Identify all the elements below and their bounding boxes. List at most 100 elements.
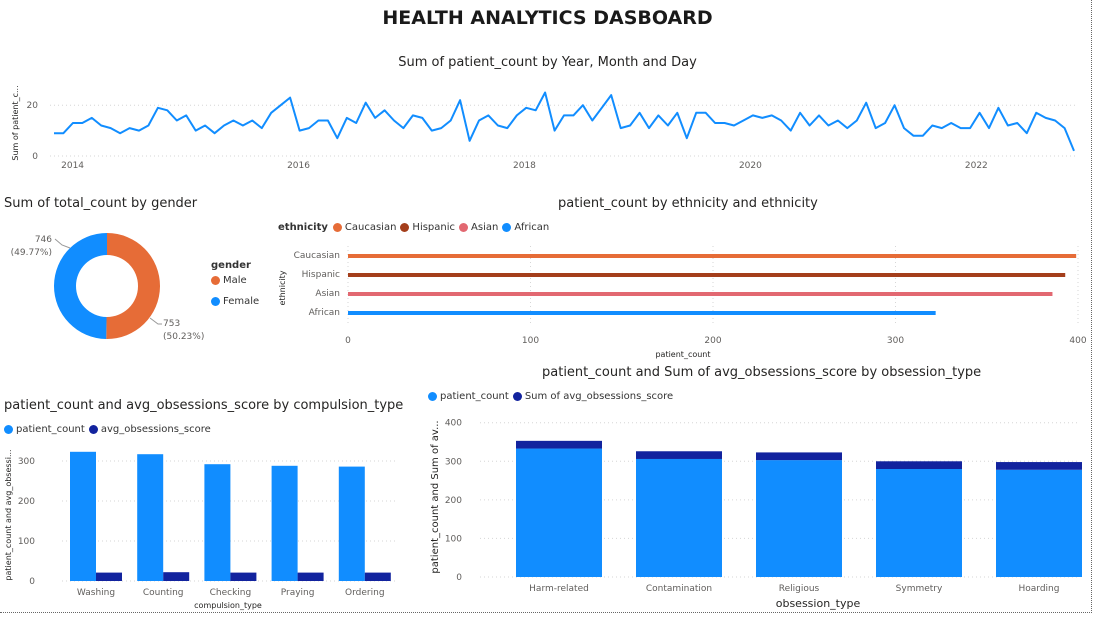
obsession-bar-sum-of-avg-obsessions-score	[636, 451, 722, 459]
male-label-leader	[149, 317, 162, 325]
compulsion-category-label: Praying	[281, 588, 315, 598]
female-pct-label: (49.77%)	[11, 248, 52, 258]
obsession-bar-patient-count	[516, 448, 602, 577]
patient-count-color-dot	[4, 425, 13, 434]
legend-item-avg-obsessions[interactable]: avg_obsessions_score	[88, 424, 211, 435]
obsession-bar-patient-count	[636, 458, 722, 577]
female-color-dot	[211, 297, 220, 306]
legend-item-hispanic[interactable]: Hispanic	[400, 222, 455, 233]
obsession-y-tick: 300	[445, 457, 462, 467]
compulsion-category-label: Washing	[77, 588, 115, 598]
compulsion-x-axis-label: compulsion_type	[194, 601, 262, 610]
ethnicity-bar-hispanic	[348, 273, 1066, 277]
avg-obsessions-color-dot	[88, 425, 98, 434]
obsession-y-tick: 200	[445, 496, 462, 506]
obsession-bar-patient-count	[876, 469, 962, 577]
ethnicity-x-tick: 200	[704, 336, 721, 346]
compulsion-bar-avg-obsessions-score	[163, 572, 190, 581]
timeline-series-line	[54, 91, 1075, 152]
ethnicity-x-tick: 100	[522, 336, 539, 346]
timeline-x-tick: 2018	[513, 161, 536, 171]
legend-item-female[interactable]: Female	[211, 296, 259, 307]
obsession-category-label: Hoarding	[1019, 584, 1060, 594]
legend-label-obs-sum-avg: Sum of avg_obsessions_score	[524, 391, 674, 402]
timeline-chart-title: Sum of patient_count by Year, Month and …	[398, 55, 697, 70]
gender-donut-chart[interactable]: 753 (50.23%) 746 (49.77%)	[0, 220, 270, 360]
legend-item-african[interactable]: African	[502, 222, 549, 233]
timeline-y-axis-label: Sum of patient_c...	[11, 85, 20, 160]
obsession-y-tick: 400	[445, 419, 462, 429]
timeline-x-tick: 2014	[61, 161, 84, 171]
obsession-y-axis-label: patient_count and Sum of av...	[430, 420, 441, 573]
legend-label-obs-patient-count: patient_count	[440, 391, 509, 402]
obs-sum-avg-color-dot	[512, 392, 522, 401]
legend-item-obs-patient-count[interactable]: patient_count	[428, 391, 509, 402]
compulsion-legend: patient_count avg_obsessions_score	[4, 424, 215, 435]
obsession-bar-sum-of-avg-obsessions-score	[996, 462, 1082, 470]
ethnicity-y-axis-label: ethnicity	[278, 270, 287, 305]
female-value-label: 746	[35, 235, 52, 245]
legend-label-avg-obsessions: avg_obsessions_score	[100, 424, 211, 435]
legend-item-male[interactable]: Male	[211, 275, 259, 286]
ethnicity-x-tick: 300	[887, 336, 904, 346]
compulsion-bar-avg-obsessions-score	[297, 572, 324, 581]
compulsion-y-tick: 200	[18, 497, 35, 507]
gender-chart-title: Sum of total_count by gender	[4, 196, 198, 211]
ethnicity-x-tick: 400	[1069, 336, 1086, 346]
obsession-category-label: Religious	[779, 584, 820, 594]
compulsion-y-tick: 0	[29, 577, 35, 587]
compulsion-bar-patient-count	[338, 466, 365, 581]
caucasian-color-dot	[332, 223, 342, 232]
compulsion-y-tick: 300	[18, 457, 35, 467]
legend-item-asian[interactable]: Asian	[459, 222, 498, 233]
ethnicity-x-tick: 0	[345, 336, 351, 346]
legend-label-female: Female	[223, 296, 260, 307]
compulsion-category-label: Checking	[210, 588, 252, 598]
compulsion-bar-patient-count	[271, 465, 298, 581]
compulsion-bar-chart[interactable]: 0 100 200 300 Washing Counting Checking Praying…	[0, 440, 420, 612]
compulsion-y-tick: 100	[18, 537, 35, 547]
timeline-chart[interactable]: 0 20 2014 2016 2018 2020 2022 Sum of patient_c.…	[0, 70, 1095, 178]
obsession-legend: patient_count Sum of avg_obsessions_scor…	[428, 391, 677, 402]
legend-item-caucasian[interactable]: Caucasian	[332, 222, 397, 233]
compulsion-bar-avg-obsessions-score	[96, 572, 122, 581]
compulsion-bar-avg-obsessions-score	[230, 572, 257, 581]
obsession-chart-title: patient_count and Sum of avg_obsessions_…	[542, 365, 982, 380]
legend-label-african: African	[514, 222, 550, 233]
donut-slice-female	[54, 233, 107, 339]
male-pct-label: (50.23%)	[163, 332, 204, 342]
female-label-leader	[54, 238, 71, 249]
legend-label-asian: Asian	[471, 222, 499, 233]
ethnicity-legend-title: ethnicity	[278, 222, 328, 233]
compulsion-bar-avg-obsessions-score	[364, 572, 391, 581]
obsession-bar-sum-of-avg-obsessions-score	[756, 452, 842, 461]
ethnicity-bar-african	[348, 311, 936, 315]
ethnicity-category-label: Caucasian	[294, 251, 340, 261]
obsession-y-tick: 100	[445, 534, 462, 544]
gender-legend-title: gender	[211, 260, 251, 271]
obsession-stacked-bar-chart[interactable]: 0 100 200 300 400 Harm-related Contamination Re…	[420, 405, 1092, 612]
compulsion-chart-title: patient_count and avg_obsessions_score b…	[4, 398, 404, 413]
timeline-x-tick: 2022	[965, 161, 988, 171]
obsession-category-label: Contamination	[646, 584, 712, 594]
ethnicity-chart-title: patient_count by ethnicity and ethnicity	[558, 196, 818, 211]
ethnicity-bar-chart[interactable]: 0 100 200 300 400 Caucasian Hispanic Asian Afric…	[270, 240, 1095, 362]
asian-color-dot	[459, 223, 469, 232]
legend-item-obs-sum-avg[interactable]: Sum of avg_obsessions_score	[512, 391, 674, 402]
ethnicity-x-axis-label: patient_count	[655, 350, 710, 359]
compulsion-bar-patient-count	[70, 451, 96, 581]
legend-item-patient-count[interactable]: patient_count	[4, 424, 85, 435]
legend-label-caucasian: Caucasian	[344, 222, 397, 233]
obsession-category-label: Harm-related	[529, 584, 589, 594]
timeline-y-tick: 20	[27, 101, 39, 111]
compulsion-bar-patient-count	[204, 464, 231, 581]
obsession-category-label: Symmetry	[896, 584, 943, 594]
gender-legend: gender Male Female	[211, 260, 259, 307]
male-color-dot	[211, 276, 220, 285]
ethnicity-bar-asian	[348, 292, 1053, 296]
hispanic-color-dot	[400, 223, 410, 232]
obsession-bar-patient-count	[996, 469, 1082, 577]
legend-label-male: Male	[223, 275, 247, 286]
dashboard-title: HEALTH ANALYTICS DASBOARD	[382, 7, 713, 29]
